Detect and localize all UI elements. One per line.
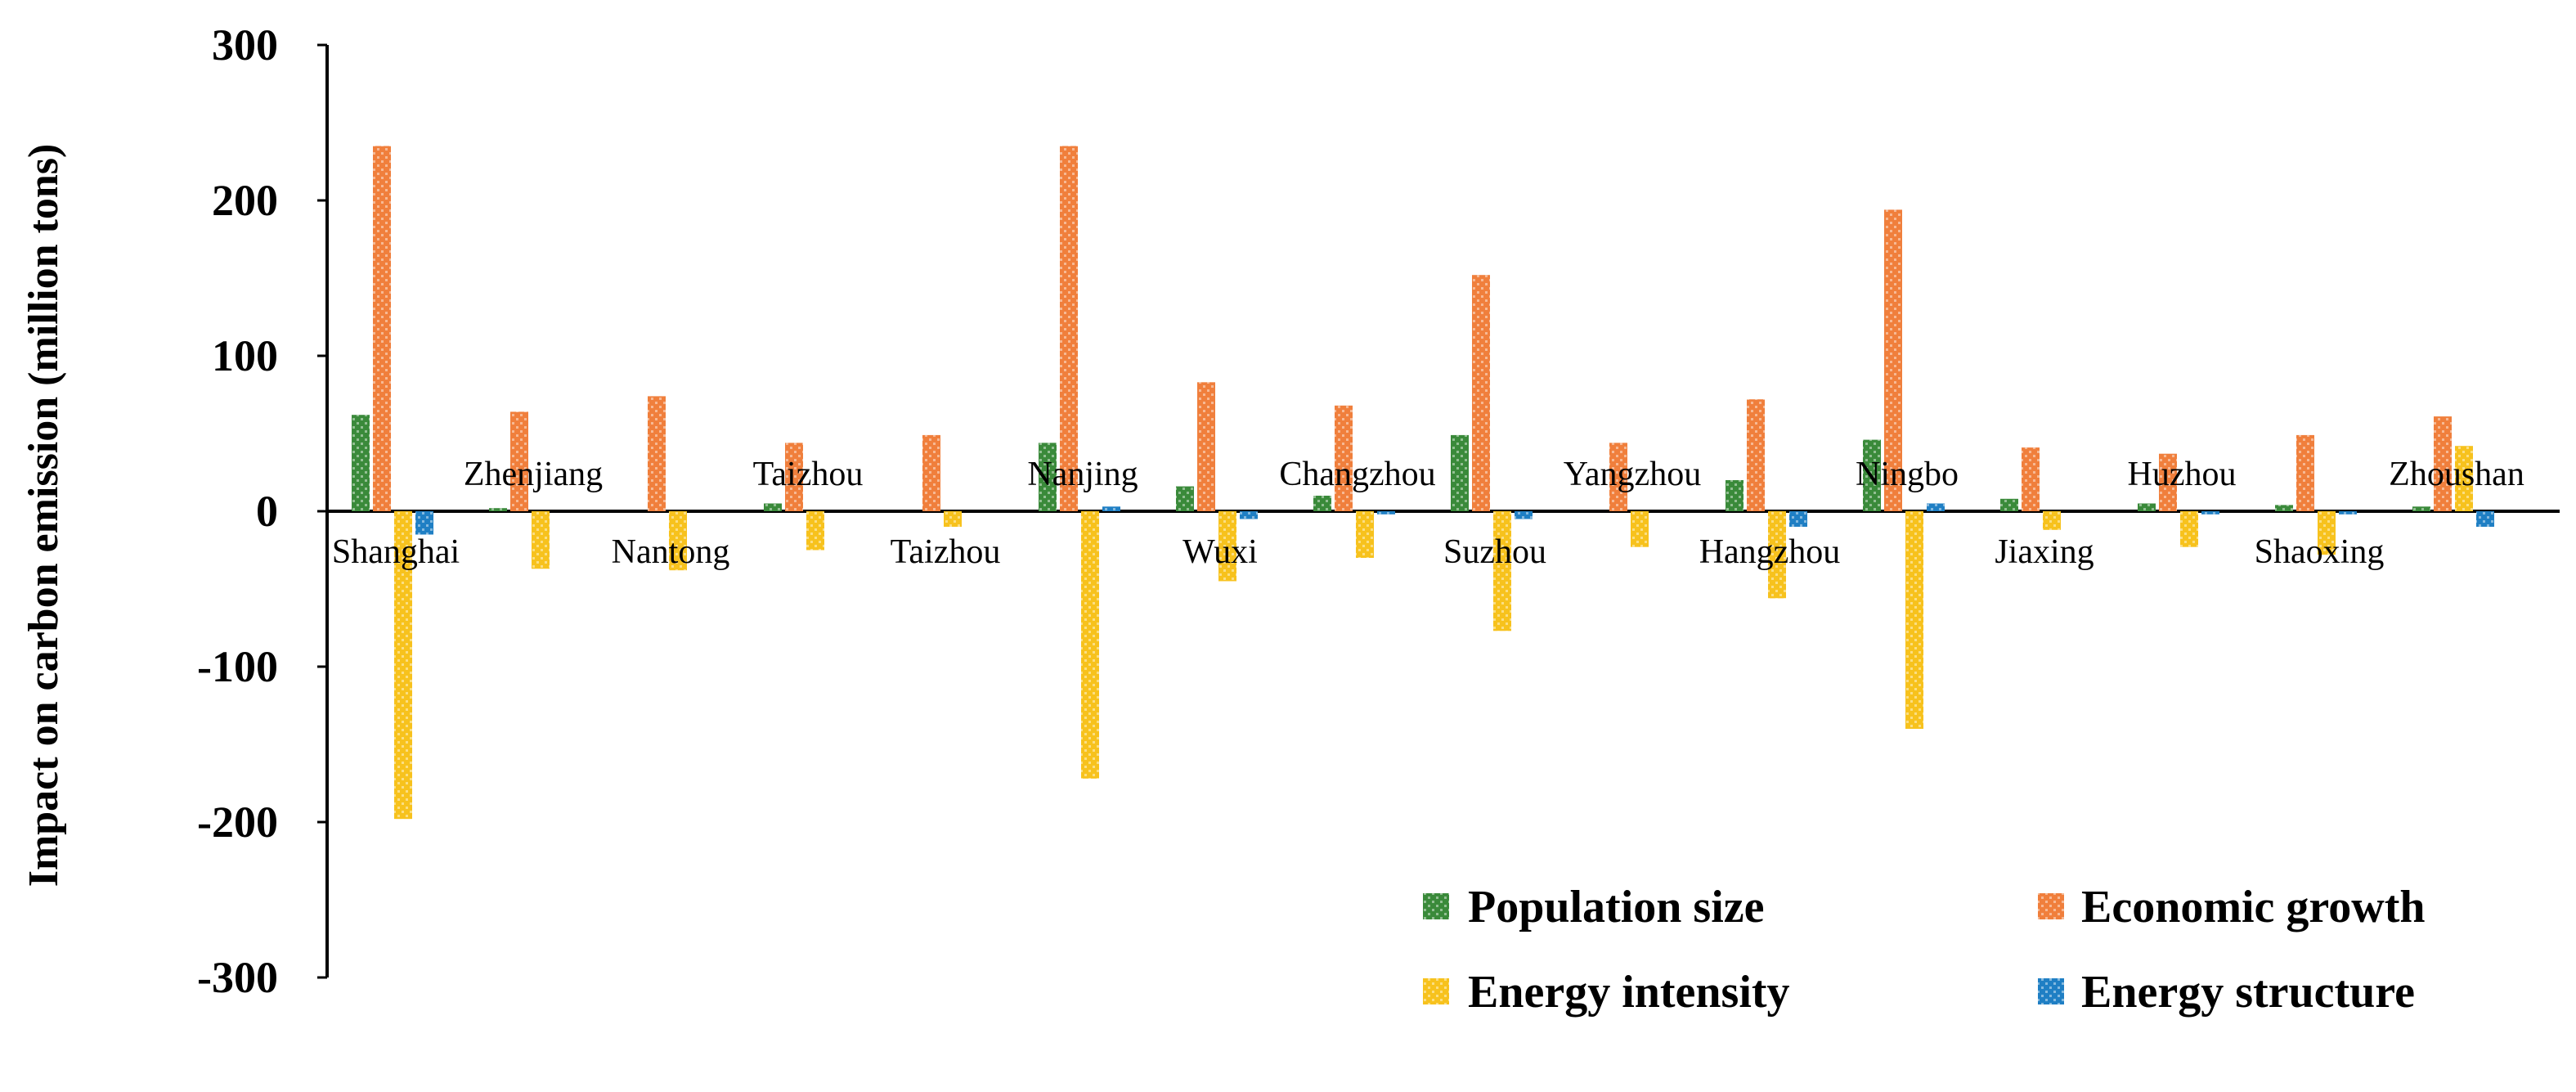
bar-texture — [1927, 503, 1945, 511]
bar-texture — [1060, 146, 1078, 511]
y-tick-label: 200 — [212, 176, 278, 225]
bar-texture — [373, 146, 391, 511]
city-label: Yangzhou — [1564, 456, 1701, 493]
y-ticks: 300 200 100 0 -100 -200 -300 — [197, 20, 327, 1002]
bar-texture — [2043, 511, 2061, 530]
y-tick-label: -100 — [197, 642, 278, 691]
bar-texture — [2159, 453, 2177, 511]
bar-texture — [1197, 382, 1215, 511]
y-tick-label: -200 — [197, 798, 278, 847]
city-label: Zhenjiang — [464, 456, 603, 493]
bar-texture — [2275, 505, 2293, 511]
bar-texture — [2318, 511, 2336, 555]
legend: Population size Economic growth Energy i… — [1423, 882, 2426, 1018]
bar-texture — [648, 396, 666, 511]
legend-label-economic: Economic growth — [2081, 882, 2426, 932]
legend-label-population: Population size — [1468, 882, 1764, 932]
bar-texture — [489, 508, 507, 511]
city-label: Changzhou — [1279, 456, 1435, 493]
y-tick-label: 100 — [212, 331, 278, 380]
city-label: Huzhou — [2128, 456, 2237, 493]
bar-texture — [1240, 511, 1258, 519]
bar-texture — [1472, 275, 1490, 511]
bar-texture — [1356, 511, 1374, 558]
bar-texture — [1102, 506, 1120, 511]
bars — [352, 146, 2494, 820]
bar-texture — [1313, 496, 1331, 511]
bar-texture — [2455, 446, 2473, 511]
legend-label-intensity: Energy intensity — [1468, 967, 1790, 1018]
bar-texture — [2296, 434, 2314, 511]
bar-texture — [1726, 480, 1744, 511]
bar-texture — [1768, 511, 1786, 599]
bar-texture — [944, 511, 962, 527]
bar-texture — [394, 511, 412, 820]
bar-texture — [1039, 443, 1057, 511]
city-label: Zhoushan — [2389, 456, 2524, 493]
bar-texture — [1493, 511, 1511, 631]
bar-texture — [2000, 498, 2018, 511]
city-label: Wuxi — [1183, 533, 1258, 571]
city-label: Taizhou — [753, 456, 864, 493]
city-label: Jiaxing — [1995, 533, 2094, 571]
city-label: Nantong — [612, 533, 730, 571]
city-labels: Shanghai Zhenjiang Nantong Taizhou Taizhou Na… — [332, 456, 2524, 571]
bar-texture — [1451, 434, 1469, 511]
bar-texture — [1218, 511, 1236, 582]
bar-texture — [1747, 399, 1765, 511]
y-tick-label: 300 — [212, 20, 278, 70]
bar-texture — [2476, 511, 2494, 527]
bar-texture — [785, 443, 803, 511]
bar-texture — [2180, 511, 2198, 547]
bar-texture — [2434, 416, 2452, 511]
city-label: Shanghai — [332, 533, 460, 571]
bar-texture — [2022, 447, 2040, 511]
bar-texture — [2339, 511, 2357, 515]
bar-texture — [1905, 511, 1923, 729]
bar-texture — [1335, 405, 1353, 511]
bar-texture — [2138, 503, 2156, 511]
bar-texture — [1081, 511, 1099, 779]
bar-texture — [1789, 511, 1807, 527]
bar-texture — [1176, 486, 1194, 511]
bar-texture — [669, 511, 687, 571]
bar-texture — [806, 511, 824, 550]
legend-label-structure: Energy structure — [2081, 967, 2415, 1018]
bar-texture — [764, 503, 782, 511]
y-axis-label: Impact on carbon emission (million tons) — [20, 144, 67, 888]
bar-texture — [1631, 511, 1649, 547]
bar-texture — [2201, 511, 2219, 515]
bar-texture — [1863, 439, 1881, 511]
bar-texture — [510, 411, 528, 511]
y-tick-label: -300 — [197, 953, 278, 1002]
bar-texture — [1515, 511, 1533, 519]
city-label: Hangzhou — [1699, 533, 1841, 571]
city-label: Ningbo — [1856, 456, 1959, 493]
bar-texture — [532, 511, 550, 569]
bar-texture — [2412, 506, 2430, 511]
bar-texture — [415, 511, 433, 535]
bar-texture — [1884, 209, 1902, 511]
city-label: Shaoxing — [2255, 533, 2385, 571]
city-label: Nanjing — [1027, 456, 1138, 493]
city-label: Suzhou — [1443, 533, 1546, 571]
bar-texture — [1609, 443, 1627, 511]
bar-texture — [352, 415, 370, 511]
y-tick-label: 0 — [256, 487, 278, 536]
bar-texture — [1377, 511, 1395, 515]
bar-texture — [922, 434, 940, 511]
city-label: Taizhou — [891, 533, 1001, 571]
